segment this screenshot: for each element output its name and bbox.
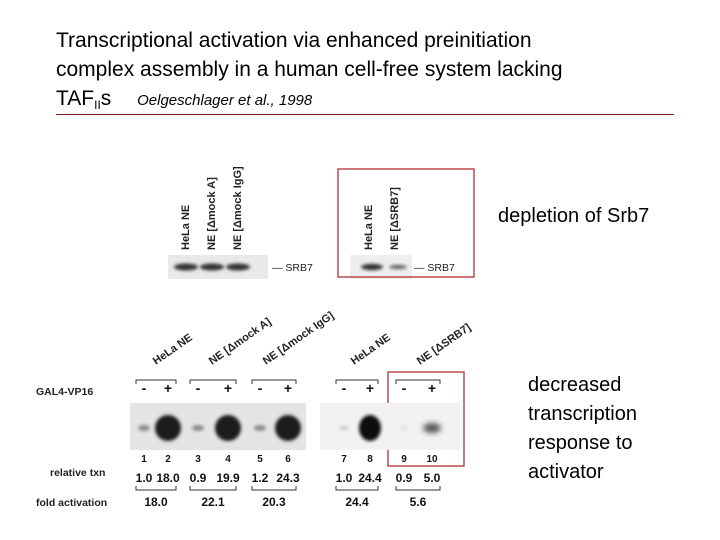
activator-sign-lane-1: -: [142, 380, 147, 396]
txn-group-label-5: NE [ΔSRB7]: [415, 321, 474, 367]
western-band-lane-1: [174, 263, 198, 271]
western-band-label-right: — SRB7: [414, 262, 455, 274]
callout-response-line-1: decreased: [528, 374, 622, 396]
callout-response-line-4: activator: [528, 461, 604, 483]
activator-signs: - + - + - + - + - +: [142, 380, 436, 396]
lane-group-brackets: [135, 379, 441, 384]
txn-group-label-3: NE [Δmock IgG]: [261, 309, 337, 367]
band-lane-7: [339, 425, 349, 431]
fold-bracket-5: [395, 486, 441, 491]
group-bracket-4: [335, 379, 379, 384]
fold-activation-value-2: 22.1: [201, 495, 225, 509]
western-lane-label-dsrb7: NE [ΔSRB7]: [389, 187, 401, 250]
lane-number-7: 7: [341, 454, 347, 465]
row-label-fold-activation: fold activation: [36, 497, 107, 509]
callout-depletion: depletion of Srb7: [498, 205, 650, 227]
activator-sign-lane-6: +: [284, 380, 292, 396]
fold-bracket-1: [135, 486, 177, 491]
band-lane-9: [400, 426, 408, 430]
fold-activation-values: 18.0 22.1 20.3 24.4 5.6: [144, 495, 426, 509]
title-line-3: TAFIIs Oelgeschlager et al., 1998: [56, 84, 676, 120]
band-lane-2: [155, 415, 181, 441]
band-lane-1: [138, 425, 150, 431]
activator-sign-lane-7: -: [342, 380, 347, 396]
transcription-bands: [138, 415, 441, 441]
lane-number-8: 8: [367, 454, 373, 465]
activator-sign-lane-4: +: [224, 380, 232, 396]
title-divider: [56, 114, 674, 115]
band-lane-3: [192, 425, 204, 431]
group-bracket-3: [251, 379, 297, 384]
slide-title: Transcriptional activation via enhanced …: [56, 26, 676, 120]
fold-activation-value-4: 24.4: [345, 495, 369, 509]
western-band-lane-3: [226, 263, 250, 271]
band-lane-4: [215, 415, 241, 441]
band-lane-10: [423, 423, 441, 433]
fold-bracket-4: [335, 486, 379, 491]
lane-number-5: 5: [257, 454, 263, 465]
fold-activation-value-5: 5.6: [410, 495, 427, 509]
band-lane-6: [275, 415, 301, 441]
title-s: s: [100, 87, 112, 110]
relative-txn-lane-4: 19.9: [216, 471, 240, 485]
group-bracket-1: [135, 379, 177, 384]
relative-txn-lane-2: 18.0: [156, 471, 180, 485]
fold-activation-value-1: 18.0: [144, 495, 168, 509]
row-label-activator: GAL4-VP16: [36, 386, 93, 398]
relative-txn-lane-7: 1.0: [336, 471, 353, 485]
western-lane-label-mockIgG: NE [Δmock IgG]: [232, 166, 244, 250]
title-line-2: complex assembly in a human cell-free sy…: [56, 58, 563, 81]
lane-number-1: 1: [141, 454, 147, 465]
txn-group-label-4: HeLa NE: [349, 332, 393, 368]
western-band-lane-4: [361, 263, 383, 271]
western-band-lane-5: [389, 264, 407, 270]
western-lane-label-mockA: NE [Δmock A]: [206, 177, 218, 250]
group-bracket-2: [189, 379, 237, 384]
lane-number-6: 6: [285, 454, 291, 465]
fold-activation-value-3: 20.3: [262, 495, 286, 509]
title-subscript: II: [94, 98, 101, 112]
fold-bracket-2: [189, 486, 237, 491]
depletion-highlight-box: [337, 168, 475, 278]
citation: Oelgeschlager et al., 1998: [137, 92, 313, 109]
relative-txn-lane-10: 5.0: [424, 471, 441, 485]
activator-sign-lane-5: -: [258, 380, 263, 396]
band-lane-8: [359, 415, 381, 441]
fold-bracket-3: [251, 486, 297, 491]
title-line-1: Transcriptional activation via enhanced …: [56, 29, 532, 52]
activator-sign-lane-2: +: [164, 380, 172, 396]
lane-number-3: 3: [195, 454, 201, 465]
relative-txn-lane-1: 1.0: [136, 471, 153, 485]
relative-txn-lane-5: 1.2: [252, 471, 269, 485]
lane-number-4: 4: [225, 454, 231, 465]
callout-response-line-3: response to: [528, 432, 633, 454]
western-band-lane-2: [200, 263, 224, 271]
title-taf: TAF: [56, 87, 95, 110]
activator-sign-lane-3: -: [196, 380, 201, 396]
relative-txn-lane-8: 24.4: [358, 471, 382, 485]
relative-txn-lane-9: 0.9: [396, 471, 413, 485]
band-lane-5: [254, 425, 266, 431]
lane-number-9: 9: [401, 454, 407, 465]
callout-response-line-2: transcription: [528, 403, 637, 425]
group-bracket-5: [395, 379, 441, 384]
western-lane-label-hela-2: HeLa NE: [363, 205, 375, 250]
western-band-label-left: — SRB7: [272, 262, 313, 274]
lane-number-2: 2: [165, 454, 171, 465]
relative-txn-values: 1.0 18.0 0.9 19.9 1.2 24.3 1.0 24.4 0.9 5.0: [136, 471, 441, 485]
activator-sign-lane-10: +: [428, 380, 436, 396]
row-label-relative-txn: relative txn: [50, 467, 105, 479]
lane-numbers: 1 2 3 4 5 6 7 8 9 10: [141, 454, 438, 465]
callout-response: decreased transcription response to acti…: [528, 371, 637, 487]
txn-group-label-1: HeLa NE: [151, 332, 195, 368]
activator-sign-lane-8: +: [366, 380, 374, 396]
fold-brackets: [135, 486, 441, 491]
lane-number-10: 10: [426, 454, 438, 465]
western-lane-label-hela: HeLa NE: [180, 205, 192, 250]
relative-txn-lane-6: 24.3: [276, 471, 300, 485]
activator-sign-lane-9: -: [402, 380, 407, 396]
relative-txn-lane-3: 0.9: [190, 471, 207, 485]
